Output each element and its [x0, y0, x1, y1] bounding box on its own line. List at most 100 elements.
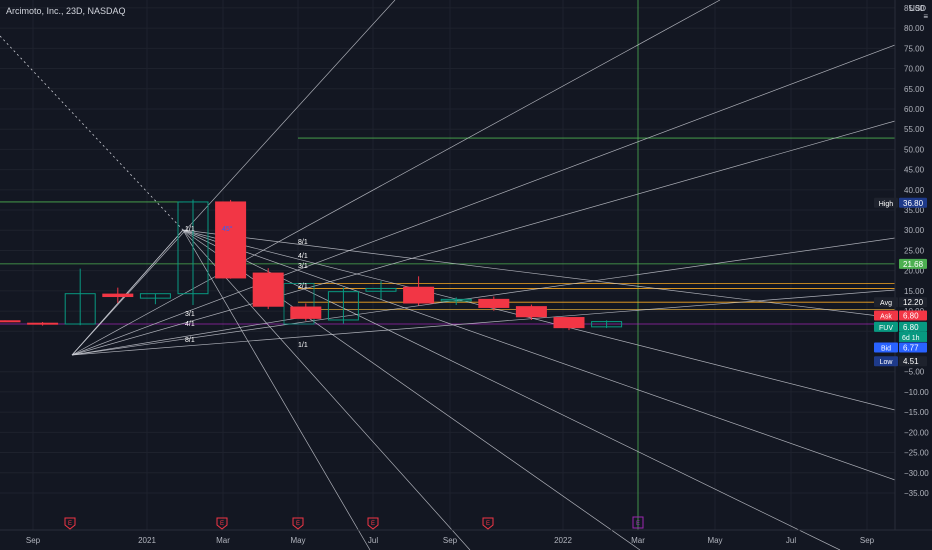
y-tick-label: 40.00 — [904, 186, 925, 195]
range-box — [283, 283, 315, 325]
candle-body — [440, 298, 472, 302]
candle-body — [553, 317, 585, 329]
y-tick-label: 60.00 — [904, 105, 925, 114]
fan-line — [182, 229, 896, 481]
y-tick-label: 65.00 — [904, 85, 925, 94]
fan-line — [71, 237, 896, 356]
candle-body — [327, 291, 359, 321]
time-axis[interactable]: Sep 2021 Mar May Jul Sep 2022 Mar May Jul Sep — [0, 529, 932, 545]
x-tick-label: Mar — [631, 536, 645, 545]
symbol-title[interactable]: Arcimoto, Inc., 23D, NASDAQ — [6, 6, 126, 16]
fan-line — [71, 317, 299, 356]
fan-ratio-label: 8/1 — [298, 239, 308, 246]
candle-body — [27, 322, 59, 325]
fuv-tag-label: FUV — [879, 325, 893, 332]
fan-ratio-label: 1/1 — [298, 342, 308, 349]
y-tick-label: −10.00 — [904, 388, 929, 397]
earnings-marker-label: E — [371, 521, 375, 527]
gann-fan-labels: 1/1 2/1 3/1 4/1 8/1 1/1 3/1 4/1 8/1 45° — [185, 225, 308, 349]
y-tick-label: −35.00 — [904, 489, 929, 498]
ask-tag-value: 6.80 — [903, 312, 919, 321]
dotted-trend-line — [0, 35, 184, 231]
fuv-tag-label-bg — [874, 321, 898, 332]
x-tick-label: Mar — [216, 536, 230, 545]
x-tick-label: Sep — [26, 536, 41, 545]
candle-body — [0, 320, 21, 323]
avg-tag-label-bg — [874, 297, 898, 308]
candle-body — [64, 293, 96, 325]
price-tags: High 36.80 21.68 Avg 12.20 Ask 6.80 FUV 6.80 6d 1… — [874, 197, 927, 367]
x-tick-label: Jul — [368, 536, 378, 545]
bid-tag-label-bg — [874, 342, 898, 353]
candle-body — [139, 293, 171, 299]
candle-body — [252, 272, 284, 307]
fuv-countdown: 6d 1h — [902, 335, 920, 342]
ask-tag-label-bg — [874, 310, 898, 321]
y-tick-label: −15.00 — [904, 408, 929, 417]
earnings-marker-label: E — [486, 521, 490, 527]
fuv-tag-value-bg — [899, 321, 927, 332]
ask-tag-label: Ask — [880, 314, 892, 321]
y-tick-label: −25.00 — [904, 449, 929, 458]
fan-angle-label: 45° — [222, 225, 233, 233]
fuv-countdown-bg — [899, 331, 927, 342]
y-tick-label: 45.00 — [904, 166, 925, 175]
earnings-marker-upcoming — [632, 516, 644, 529]
bid-tag-value: 6.77 — [903, 343, 919, 352]
earnings-marker-label: E — [636, 521, 640, 527]
low-tag-label-bg — [874, 356, 898, 367]
high-tag-label: High — [879, 201, 894, 208]
earnings-marker — [216, 517, 228, 530]
avg-tag-value: 12.20 — [903, 298, 924, 307]
currency-label[interactable]: USD — [909, 4, 926, 13]
high-tag-value: 36.80 — [903, 199, 924, 208]
fan-line — [182, 229, 896, 319]
earnings-marker — [64, 517, 76, 530]
fan-line — [182, 229, 371, 550]
fan-ratio-label: 4/1 — [185, 321, 195, 328]
low-tag-value-bg — [899, 356, 927, 367]
gann-fans[interactable] — [0, 0, 896, 550]
fan-line — [71, 120, 896, 356]
y-tick-label: −5.00 — [904, 368, 925, 377]
bid-tag-label: Bid — [881, 345, 891, 352]
horizontal-levels[interactable] — [0, 0, 895, 530]
candle-body — [591, 321, 623, 328]
menu-icon[interactable]: ≡ — [923, 12, 928, 21]
avg-tag-label: Avg — [880, 300, 892, 307]
candle-body — [403, 286, 435, 304]
y-tick-label: 20.00 — [904, 267, 925, 276]
y-tick-label: 35.00 — [904, 206, 925, 215]
fan-ratio-label: 3/1 — [298, 263, 308, 270]
fan-line — [182, 229, 896, 411]
candle-body — [177, 201, 209, 295]
x-tick-label: 2021 — [138, 536, 156, 545]
candle-body — [290, 306, 322, 319]
x-tick-label: 2022 — [554, 536, 572, 545]
candle-body — [215, 201, 247, 279]
earnings-marker-label: E — [220, 521, 224, 527]
fan-ratio-label: 2/1 — [298, 283, 308, 290]
ask-tag-value-bg — [899, 310, 927, 321]
last-tag-value-bg — [899, 258, 927, 269]
earnings-marker — [482, 517, 494, 530]
fan-line — [71, 229, 184, 356]
fuv-tag-value: 6.80 — [903, 323, 919, 332]
avg-tag-value-bg — [899, 297, 927, 308]
fan-ratio-label: 1/1 — [185, 226, 195, 233]
fan-ratio-label: 4/1 — [298, 253, 308, 260]
y-tick-label: 85.00 — [904, 4, 925, 13]
earnings-marker-label: E — [68, 521, 72, 527]
high-tag-label-bg — [874, 197, 898, 208]
candles[interactable] — [0, 199, 623, 331]
low-tag-value: 4.51 — [903, 357, 919, 366]
fan-ratio-label: 3/1 — [185, 311, 195, 318]
earnings-marker — [292, 517, 304, 530]
candle-body — [478, 298, 510, 308]
y-tick-label: 70.00 — [904, 65, 925, 74]
earnings-marker — [367, 517, 379, 530]
y-tick-label: 25.00 — [904, 246, 925, 255]
earnings-marker-label: E — [296, 521, 300, 527]
